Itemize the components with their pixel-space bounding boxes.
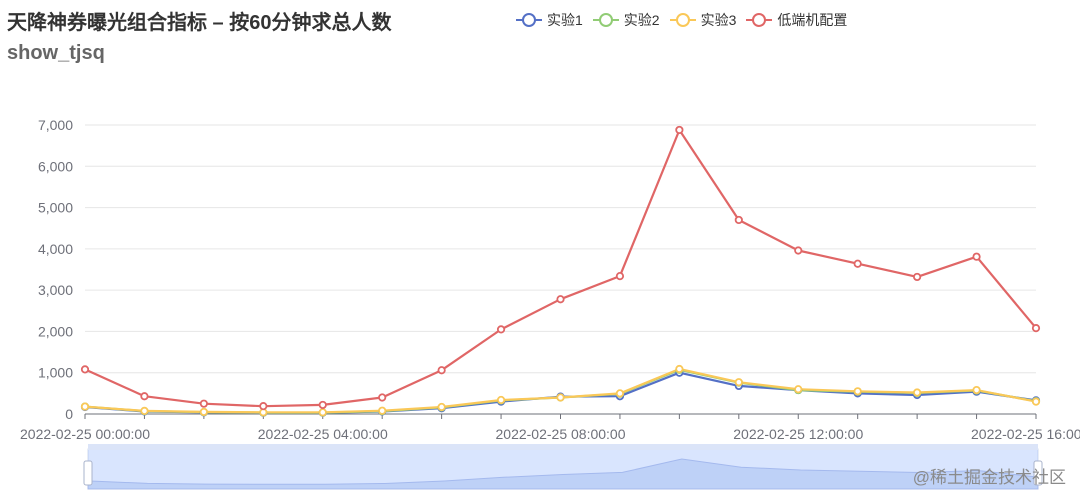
y-tick-label: 2,000 <box>38 323 73 339</box>
data-point <box>378 406 387 415</box>
x-tick-label: 2022-02-25 00:00:00 <box>20 426 150 442</box>
legend-marker-icon <box>592 13 619 27</box>
series-line <box>84 128 1037 408</box>
data-point <box>378 393 387 402</box>
data-zoom-handle-left[interactable] <box>83 460 93 486</box>
data-point <box>853 259 862 268</box>
data-point <box>1031 324 1041 333</box>
data-point <box>80 402 90 411</box>
data-point <box>675 125 684 135</box>
data-point <box>496 325 506 334</box>
legend-marker-icon <box>516 13 542 27</box>
y-tick-label: 4,000 <box>38 241 73 257</box>
data-point <box>913 272 922 282</box>
legend-item-series-3[interactable]: 实验3 <box>669 10 737 30</box>
data-point <box>615 389 625 398</box>
legend-item-series-4[interactable]: 低端机配置 <box>746 10 847 30</box>
data-point <box>318 400 327 410</box>
data-point <box>259 402 268 411</box>
data-point <box>853 387 862 396</box>
data-point <box>794 385 803 394</box>
data-point <box>80 365 90 374</box>
legend-label: 实验2 <box>623 12 660 28</box>
data-point <box>140 406 149 416</box>
x-tick-label: 2022-02-25 16:00:00 <box>971 426 1080 442</box>
data-point <box>199 407 208 417</box>
y-tick-label: 6,000 <box>38 158 73 174</box>
data-point <box>318 408 327 417</box>
data-point <box>734 378 743 387</box>
legend-label: 实验3 <box>700 12 737 28</box>
y-tick-label: 3,000 <box>38 282 73 298</box>
data-point <box>496 395 506 405</box>
data-point <box>675 364 684 374</box>
legend-label: 实验1 <box>547 12 583 28</box>
data-zoom-preview <box>87 458 1039 490</box>
legend-label: 低端机配置 <box>777 12 848 28</box>
x-tick-label: 2022-02-25 08:00:00 <box>496 426 626 442</box>
legend-marker-icon <box>669 13 696 27</box>
data-point <box>972 385 981 395</box>
data-zoom-selection[interactable] <box>88 449 1038 489</box>
y-tick-label: 1,000 <box>38 365 73 381</box>
x-tick-label: 2022-02-25 12:00:00 <box>733 426 863 442</box>
data-point <box>140 392 149 401</box>
data-point <box>556 295 565 304</box>
legend: 实验1 实验2 实验3 低端机配置 <box>516 10 857 30</box>
data-point <box>913 388 922 397</box>
chart-title: 天降神券曝光组合指标 – 按60分钟求总人数 <box>7 12 392 34</box>
legend-marker-icon <box>746 13 773 27</box>
data-point <box>615 272 625 281</box>
y-tick-label: 5,000 <box>38 200 73 216</box>
data-point <box>1031 397 1041 406</box>
data-zoom-move-bar[interactable] <box>88 444 1038 450</box>
series-line <box>84 367 1037 414</box>
data-point <box>734 215 743 225</box>
x-tick-label: 2022-02-25 04:00:00 <box>258 426 388 442</box>
y-tick-label: 7,000 <box>38 117 73 133</box>
data-point <box>437 402 446 412</box>
data-point <box>556 393 565 402</box>
data-point <box>972 252 981 261</box>
legend-item-series-1[interactable]: 实验1 <box>516 10 583 30</box>
data-point <box>437 366 446 375</box>
data-point <box>794 246 803 255</box>
watermark: @稀土掘金技术社区 <box>912 468 1066 487</box>
legend-item-series-2[interactable]: 实验2 <box>592 10 660 30</box>
chart-subtitle: show_tjsq <box>7 42 105 64</box>
data-zoom-handle-right[interactable] <box>1033 460 1043 486</box>
data-point <box>199 399 208 408</box>
y-tick-label: 0 <box>65 406 73 422</box>
